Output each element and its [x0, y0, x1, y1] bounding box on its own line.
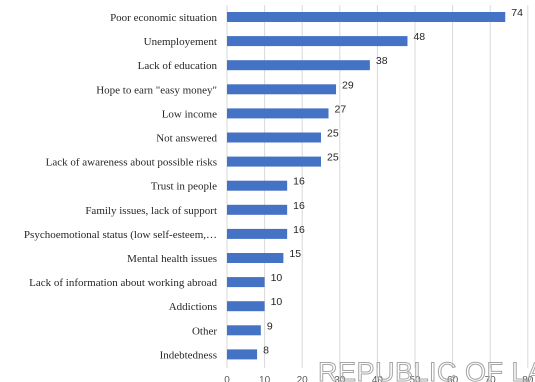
bar: [227, 156, 321, 167]
x-tick-label: 30: [334, 375, 346, 382]
value-label: 10: [271, 296, 283, 308]
category-label: Hope to earn "easy money": [96, 84, 217, 96]
bar: [227, 60, 370, 71]
value-label: 74: [511, 7, 523, 19]
bar: [227, 180, 288, 191]
value-label: 9: [267, 320, 273, 332]
bar: [227, 108, 329, 119]
bar: [227, 204, 288, 215]
value-label: 38: [376, 55, 388, 67]
category-label: Unemployement: [144, 36, 217, 48]
bar: [227, 84, 337, 95]
x-tick-label: 10: [259, 375, 271, 382]
x-tick-label: 70: [485, 375, 497, 382]
bar: [227, 36, 408, 47]
watermark-text: REPUBLIC OF LA: [318, 357, 535, 382]
bar: [227, 277, 265, 288]
category-label: Not answered: [156, 133, 217, 145]
category-label: Trust in people: [151, 181, 217, 193]
category-label: Mental health issues: [127, 253, 217, 265]
x-tick-label: 80: [522, 375, 534, 382]
value-label: 29: [342, 79, 354, 91]
value-label: 48: [413, 31, 425, 43]
bar: [227, 325, 261, 336]
value-label: 16: [293, 224, 305, 236]
category-label: Other: [192, 325, 217, 337]
category-label: Indebtedness: [160, 349, 217, 361]
value-label: 25: [327, 152, 339, 164]
value-label: 16: [293, 176, 305, 188]
category-label: Poor economic situation: [110, 12, 217, 24]
bar: [227, 12, 506, 22]
category-label: Low income: [162, 108, 217, 120]
bar: [227, 253, 284, 263]
category-label: Lack of education: [138, 60, 218, 72]
x-tick-label: 0: [224, 375, 230, 382]
value-label: 27: [335, 103, 347, 115]
category-label: Family issues, lack of support: [85, 205, 217, 217]
x-tick-label: 50: [409, 375, 421, 382]
value-label: 15: [289, 248, 301, 260]
bar: [227, 228, 288, 239]
bar: [227, 349, 258, 360]
x-tick-label: 20: [297, 375, 309, 382]
bar: [227, 132, 321, 143]
bars: [227, 12, 506, 360]
bar: [227, 301, 265, 312]
category-label: Lack of information about working abroad: [29, 277, 217, 289]
value-label: 16: [293, 200, 305, 212]
value-label: 25: [327, 128, 339, 140]
x-tick-label: 60: [447, 375, 459, 382]
value-label: 10: [271, 272, 283, 284]
category-label: Psychoemotional status (low self-esteem,…: [24, 229, 217, 241]
value-label: 8: [263, 344, 269, 356]
x-tick-label: 40: [372, 375, 384, 382]
labels: 0 10 20 30 40 50 60 70 80 Poor economic situation…: [24, 7, 534, 382]
category-label: Lack of awareness about possible risks: [46, 157, 217, 169]
category-label: Addictions: [169, 301, 217, 313]
